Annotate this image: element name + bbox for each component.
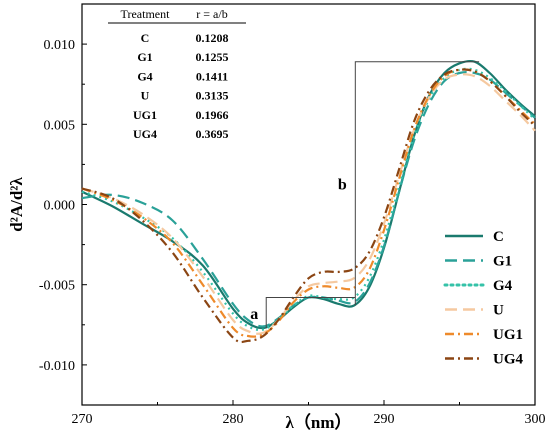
series-line-u: [81, 73, 536, 335]
annotation-layer: ab: [250, 61, 480, 329]
table-cell-ratio: 0.1966: [196, 108, 229, 122]
axes: 270 280 290 300 -0.010 -0.005 0.000 0.005 0.010 λ…: [7, 3, 546, 432]
bracket-a: [265, 297, 356, 329]
table-cell-ratio: 0.1411: [196, 69, 228, 83]
table-cell-ratio: 0.1255: [196, 50, 229, 64]
legend-label-g4: G4: [493, 278, 513, 294]
table-cell-treatment: UG4: [133, 127, 157, 141]
legend-label-g1: G1: [493, 254, 512, 270]
table-cell-ratio: 0.3135: [196, 89, 229, 103]
series-line-ug4: [81, 68, 536, 344]
legend-label-ug4: UG4: [493, 352, 524, 368]
annotation-b-label: b: [338, 177, 347, 194]
ratio-table: Treatment r = a/b C 0.1208 G1 0.1255 G4 0.1411 U…: [108, 7, 246, 141]
legend: C G1 G4 U UG1 UG4: [443, 229, 524, 368]
series-layer: [81, 59, 536, 344]
y-tick-label: 0.010: [44, 38, 76, 53]
table-header-treatment: Treatment: [121, 7, 171, 21]
series-line-g1: [81, 70, 536, 328]
table-cell-treatment: C: [141, 31, 150, 45]
legend-label-c: C: [493, 229, 504, 245]
y-tick-label: -0.005: [39, 279, 75, 294]
x-axis-title: λ（nm）: [286, 412, 352, 432]
series-line-c: [81, 59, 536, 330]
x-tick-label: 300: [525, 412, 546, 427]
x-tick-label: 290: [374, 412, 395, 427]
table-header-ratio: r = a/b: [196, 7, 227, 21]
table-cell-treatment: G1: [137, 50, 152, 64]
table-cell-treatment: UG1: [133, 108, 157, 122]
legend-label-u: U: [493, 303, 504, 319]
table-cell-treatment: G4: [137, 69, 152, 83]
x-tick-label: 270: [72, 412, 93, 427]
y-tick-label: 0.000: [44, 199, 76, 214]
x-tick-label: 280: [223, 412, 244, 427]
bracket-b: [354, 61, 480, 306]
legend-label-ug1: UG1: [493, 327, 523, 343]
table-cell-ratio: 0.3695: [196, 127, 229, 141]
series-line-g4: [81, 67, 536, 332]
y-tick-label: -0.010: [39, 359, 75, 374]
table-cell-ratio: 0.1208: [196, 31, 229, 45]
annotation-a-label: a: [250, 306, 258, 323]
series-line-ug1: [81, 68, 536, 338]
y-tick-label: 0.005: [44, 118, 76, 133]
table-cell-treatment: U: [141, 89, 150, 103]
y-axis-title: d²A/d²λ: [7, 177, 26, 232]
